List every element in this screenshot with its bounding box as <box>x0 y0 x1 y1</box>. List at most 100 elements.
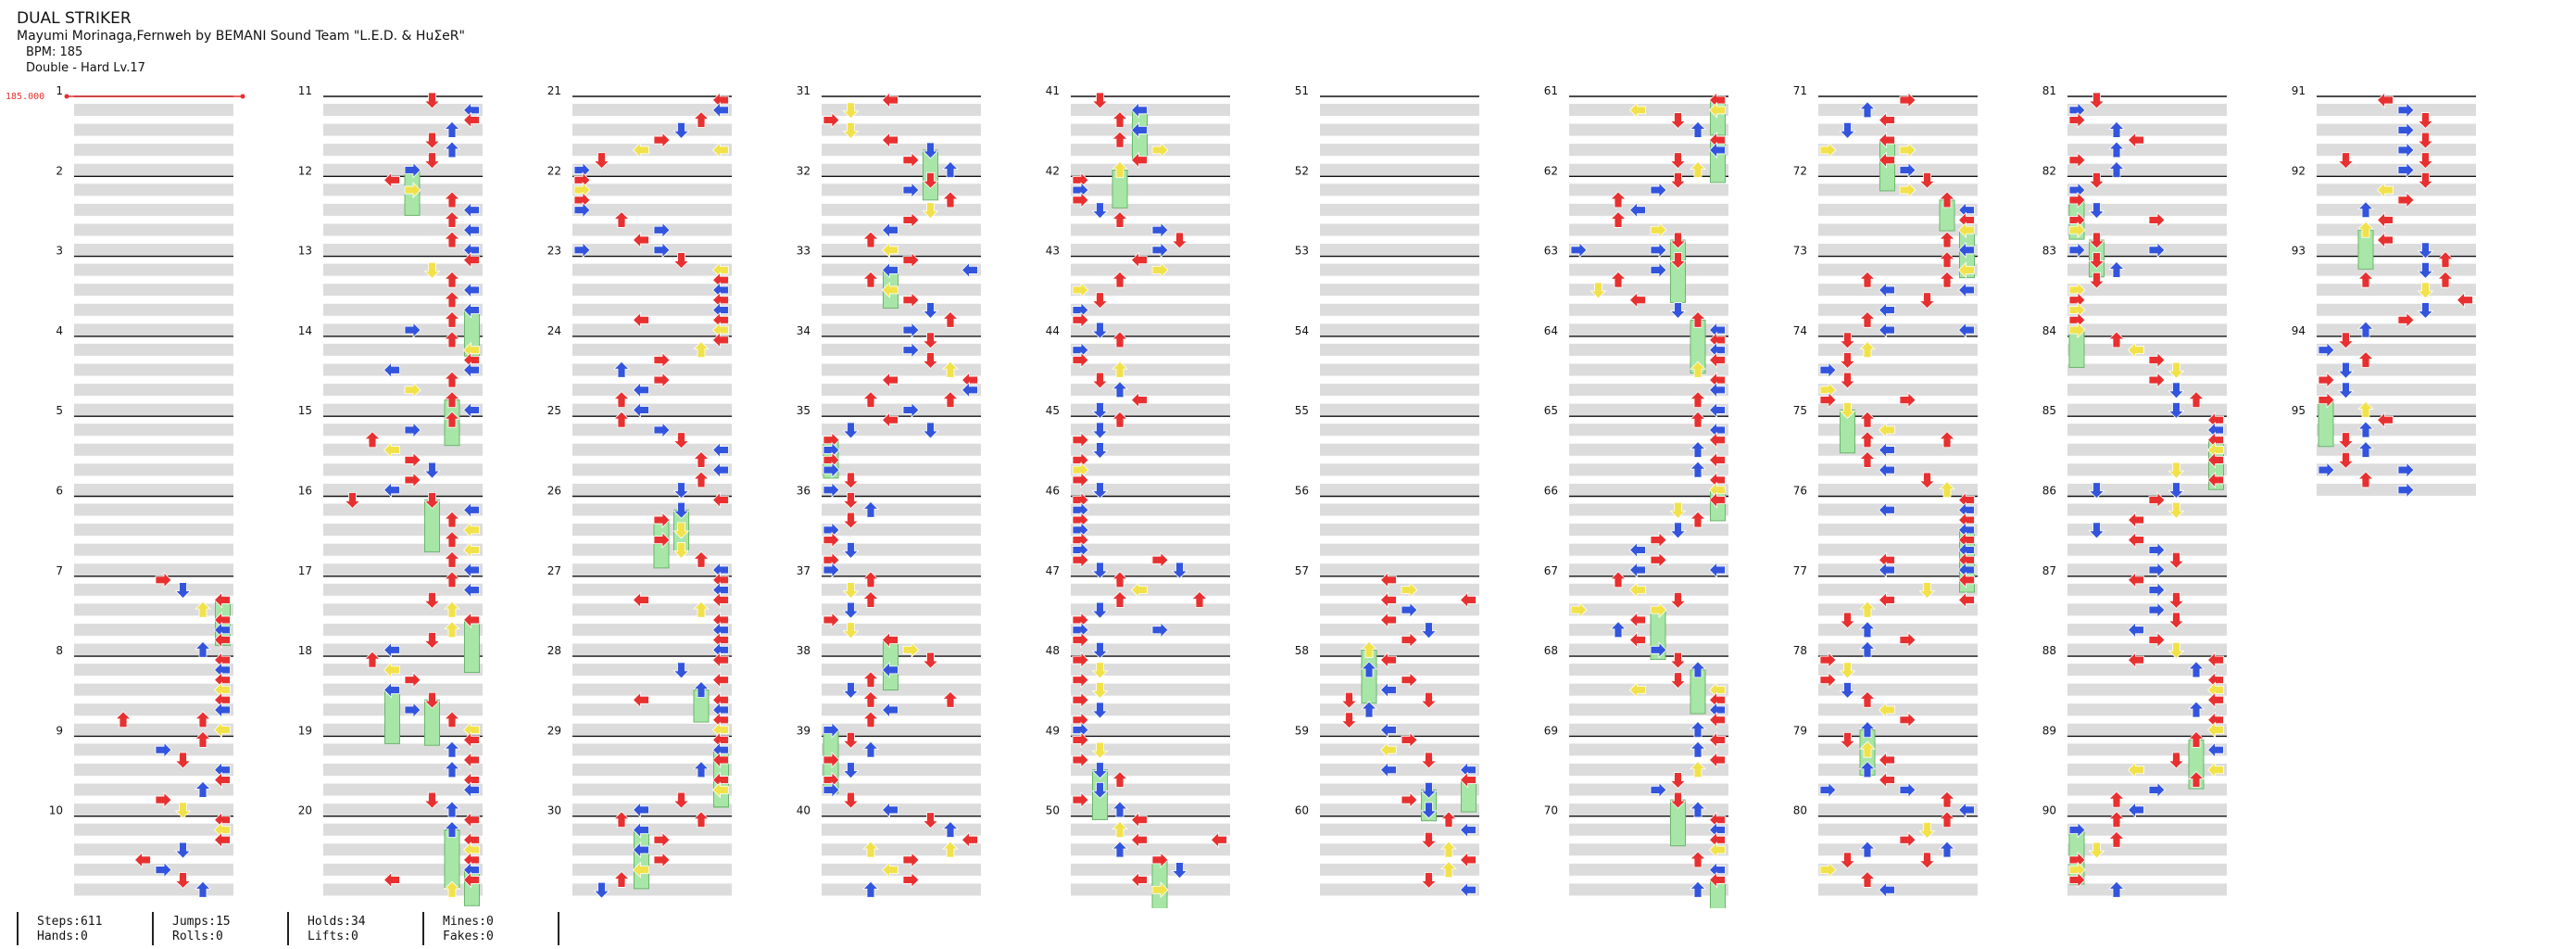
arrow-shape <box>823 721 840 739</box>
beat-band <box>2067 503 2227 516</box>
arrow-shape <box>922 652 939 669</box>
measure-block: 89 <box>2042 724 2227 816</box>
arrow-shape <box>1570 601 1588 619</box>
step-arrow <box>462 401 480 419</box>
beat-band <box>1320 144 1479 157</box>
measure-number: 32 <box>797 164 810 177</box>
beat-band <box>822 823 981 836</box>
step-arrow <box>444 210 460 228</box>
step-arrow <box>1918 822 1936 840</box>
step-arrow <box>1957 261 1975 279</box>
step-arrow <box>462 811 480 829</box>
measure-block: 72 <box>1793 164 1978 257</box>
measure-block: 22 <box>547 164 732 257</box>
arrow-shape <box>632 861 649 879</box>
step-arrow <box>862 271 879 288</box>
step-arrow <box>1091 482 1109 500</box>
arrow-shape <box>1669 672 1687 690</box>
beat-band <box>572 803 732 816</box>
arrow-shape <box>1690 851 1706 868</box>
step-arrow <box>823 611 840 628</box>
measure-number: 91 <box>2292 84 2306 97</box>
arrow-shape <box>1708 752 1726 768</box>
step-arrow <box>1669 501 1687 519</box>
arrow-shape <box>1859 341 1876 359</box>
beat-band <box>2317 163 2476 176</box>
arrow-shape <box>383 641 400 659</box>
arrow-shape <box>672 791 690 809</box>
step-arrow <box>2206 721 2224 739</box>
step-arrow <box>155 861 172 879</box>
beat-band <box>1320 323 1479 336</box>
beat-band <box>2317 183 2476 196</box>
arrow-shape <box>902 322 920 339</box>
arrow-shape <box>1401 631 1418 649</box>
beat-band <box>1320 524 1479 537</box>
arrow-shape <box>711 591 729 609</box>
step-arrow <box>1151 241 1169 259</box>
step-arrow <box>823 111 840 129</box>
arrow-shape <box>862 690 879 708</box>
arrow-shape <box>1878 881 1895 899</box>
measure-block: 26 <box>547 485 732 576</box>
step-arrow <box>1939 251 1955 269</box>
arrow-shape <box>195 601 211 618</box>
step-arrow <box>1819 141 1837 158</box>
step-arrow <box>1440 861 1457 879</box>
step-arrow <box>1708 752 1726 768</box>
arrow-shape <box>2168 482 2185 500</box>
beat-band <box>2317 343 2476 356</box>
arrow-shape <box>613 361 630 378</box>
step-arrow <box>922 332 939 349</box>
beat-band <box>323 463 483 476</box>
beat-band <box>1071 543 1230 556</box>
beat-band <box>2317 223 2476 236</box>
arrow-shape <box>1610 210 1627 228</box>
chart-stats: Steps:611 Hands:0 Jumps:15 Rolls:0 Holds… <box>17 912 559 945</box>
step-arrow <box>462 501 480 519</box>
step-arrow <box>213 771 231 789</box>
arrow-shape <box>1379 591 1397 609</box>
arrow-shape <box>1918 582 1936 600</box>
beat-band <box>572 223 732 236</box>
arrow-shape <box>383 441 400 459</box>
step-arrow <box>881 221 898 239</box>
beat-band <box>323 723 483 736</box>
step-arrow <box>1459 821 1476 839</box>
arrow-shape <box>1440 811 1457 829</box>
arrow-shape <box>2337 382 2355 399</box>
step-arrow <box>862 500 879 518</box>
arrow-shape <box>1690 661 1706 678</box>
beat-band <box>74 664 233 677</box>
step-arrow <box>1690 120 1706 138</box>
arrow-shape <box>1091 322 1109 339</box>
step-arrow <box>2417 112 2434 130</box>
difficulty-label: Double - Hard Lv.17 <box>26 61 145 75</box>
step-arrow <box>444 120 460 138</box>
measure-block: 58 <box>1295 644 1479 736</box>
arrow-shape <box>1859 870 1876 888</box>
step-arrow <box>2397 462 2415 479</box>
step-arrow <box>1859 870 1876 888</box>
mines-count: Mines:0 <box>443 915 494 929</box>
beat-band <box>1320 183 1479 196</box>
arrow-shape <box>1459 591 1476 609</box>
arrow-shape <box>1420 691 1438 709</box>
beat-band <box>572 563 732 576</box>
step-arrow <box>632 691 649 709</box>
arrow-shape <box>1669 522 1687 539</box>
measure-block: 81 <box>2042 84 2227 176</box>
beat-band <box>1320 543 1479 556</box>
step-arrow <box>423 492 441 510</box>
arrow-shape <box>1151 551 1169 569</box>
step-arrow <box>2068 322 2086 339</box>
step-arrow <box>383 641 400 659</box>
beat-band <box>323 223 483 236</box>
measure-block: 77 <box>1793 564 1978 656</box>
arrow-shape <box>1628 291 1646 309</box>
step-arrow <box>902 291 920 309</box>
arrow-shape <box>862 671 879 689</box>
beat-band <box>1569 603 1728 616</box>
step-arrow <box>2318 341 2335 359</box>
step-arrow <box>2417 171 2434 189</box>
